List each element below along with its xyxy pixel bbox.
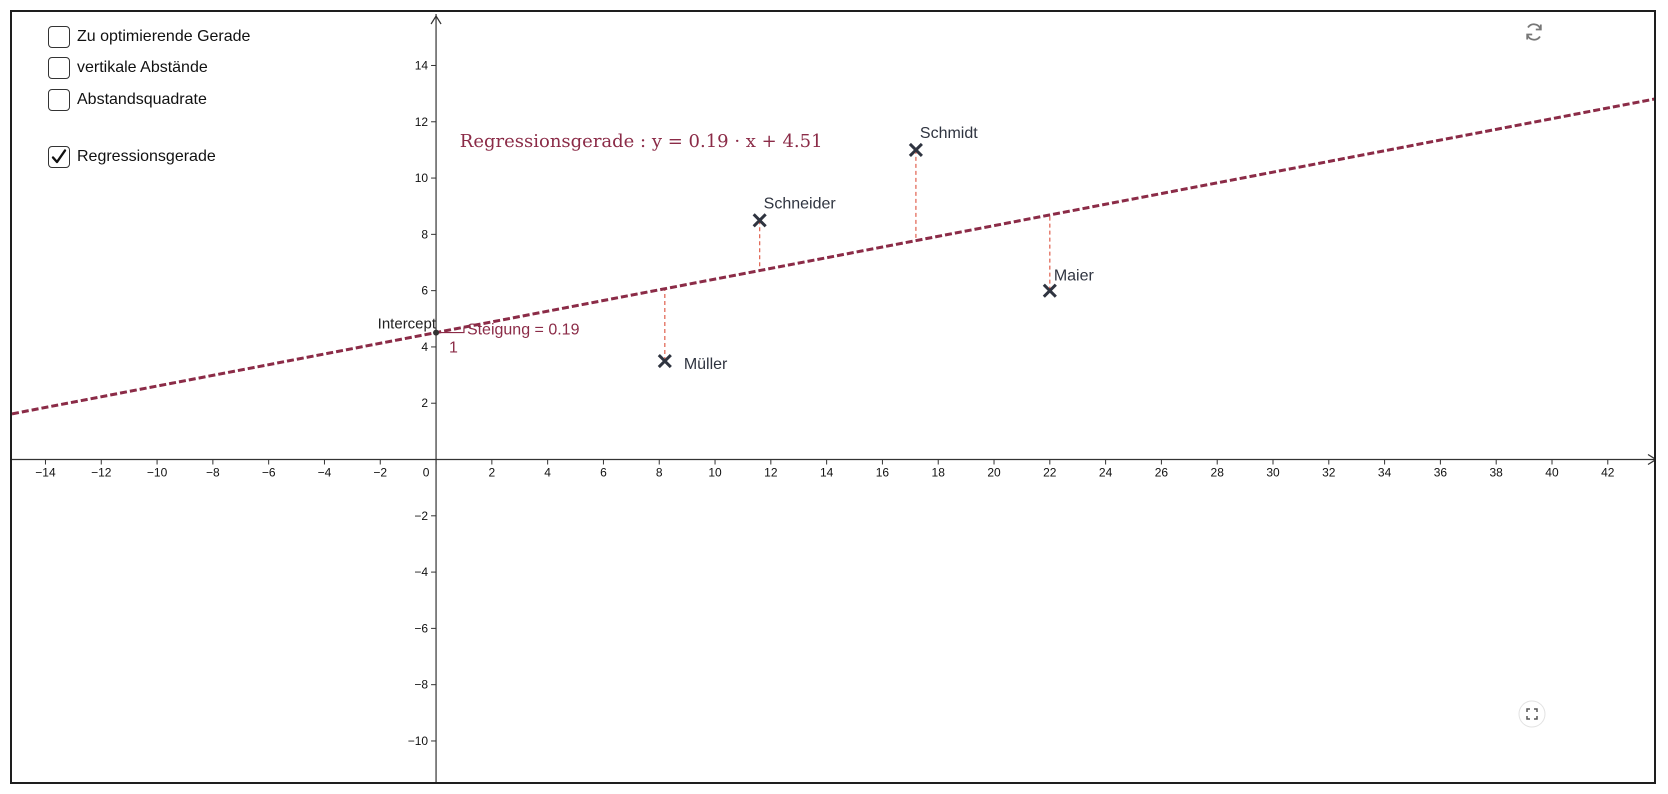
x-axis-arrow <box>1647 454 1654 466</box>
x-tick-label: 0 <box>423 466 430 480</box>
x-tick-label: −12 <box>91 466 112 480</box>
checkbox-label: Abstandsquadrate <box>77 91 207 108</box>
y-tick-label: 10 <box>415 171 429 185</box>
x-tick-label: 26 <box>1155 466 1169 480</box>
x-tick-label: 28 <box>1211 466 1225 480</box>
checkmark-icon <box>51 149 67 164</box>
x-tick-label: 42 <box>1601 466 1615 480</box>
x-tick-label: 4 <box>544 466 551 480</box>
y-tick-label: 6 <box>421 284 428 298</box>
intercept-point <box>433 329 440 336</box>
x-tick-label: −10 <box>147 466 168 480</box>
checkbox-row-zu-optimierende-gerade[interactable]: Zu optimierende Gerade <box>48 24 250 50</box>
x-tick-label: 12 <box>764 466 778 480</box>
x-tick-label: −6 <box>262 466 276 480</box>
checkbox-regressionsgerade[interactable] <box>48 146 70 168</box>
x-tick-label: −14 <box>35 466 56 480</box>
y-tick-label: 4 <box>421 340 428 354</box>
x-tick-label: 18 <box>932 466 946 480</box>
checkbox-abstandsquadrate[interactable] <box>48 89 70 111</box>
data-point <box>657 353 672 369</box>
intercept-label: Intercept <box>378 316 437 333</box>
checkbox-label: vertikale Abstände <box>77 59 208 76</box>
x-tick-label: 20 <box>987 466 1001 480</box>
x-tick-label: 10 <box>708 466 722 480</box>
checkbox-zu-optimierende-gerade[interactable] <box>48 26 70 48</box>
x-tick-label: 32 <box>1322 466 1336 480</box>
refresh-icon[interactable] <box>1522 20 1546 49</box>
checkbox-label: Zu optimierende Gerade <box>77 28 251 45</box>
slope-label: Steigung = 0.19 <box>467 322 580 339</box>
checkbox-vertikale-abstaende[interactable] <box>48 57 70 79</box>
x-tick-label: 40 <box>1545 466 1559 480</box>
x-tick-label: 14 <box>820 466 834 480</box>
y-tick-label: 2 <box>421 396 428 410</box>
regression-line <box>12 97 1654 416</box>
data-point <box>752 213 767 228</box>
y-tick-label: −4 <box>414 565 428 579</box>
graphing-view[interactable]: −14 −12 −10 −8 −6 −4 −2 0 2 4 6 8 10 12 14 16 18 20 22 24 26… <box>10 10 1656 784</box>
point-label: Maier <box>1054 268 1095 285</box>
y-tick-label: 14 <box>415 58 429 72</box>
checkbox-row-abstandsquadrate[interactable]: Abstandsquadrate <box>48 87 207 113</box>
x-tick-label: −2 <box>373 466 387 480</box>
x-tick-label: 6 <box>600 466 607 480</box>
checkbox-label: Regressionsgerade <box>77 148 216 165</box>
data-point <box>1042 283 1057 298</box>
y-tick-label: 8 <box>421 227 428 241</box>
x-tick-label: −8 <box>206 466 220 480</box>
y-tick-label: 12 <box>415 115 429 129</box>
regression-equation-label: Regressionsgerade : y = 0.19 · x + 4.51 <box>460 131 823 152</box>
fullscreen-icon[interactable] <box>1518 700 1546 733</box>
x-tick-label: 8 <box>656 466 663 480</box>
point-label: Müller <box>684 356 728 373</box>
slope-triangle <box>436 327 465 334</box>
y-tick-label: −6 <box>414 621 428 635</box>
y-tick-label: −8 <box>414 678 428 692</box>
x-tick-label: 2 <box>489 466 496 480</box>
checkbox-row-regressionsgerade[interactable]: Regressionsgerade <box>48 144 216 170</box>
x-tick-label: 22 <box>1043 466 1057 480</box>
checkbox-row-vertikale-abstaende[interactable]: vertikale Abstände <box>48 55 208 81</box>
x-tick-label: −4 <box>318 466 332 480</box>
y-tick-label: −2 <box>414 509 428 523</box>
x-tick-label: 24 <box>1099 466 1113 480</box>
slope-run-label: 1 <box>449 340 458 357</box>
point-label: Schmidt <box>920 125 978 142</box>
x-tick-label: 36 <box>1434 466 1448 480</box>
data-point <box>908 142 923 157</box>
x-tick-label: 30 <box>1266 466 1280 480</box>
x-tick-label: 16 <box>876 466 890 480</box>
x-tick-label: 34 <box>1378 466 1392 480</box>
y-tick-label: −10 <box>408 734 429 748</box>
x-tick-label: 38 <box>1490 466 1504 480</box>
y-axis-arrow <box>430 14 442 25</box>
plot-canvas[interactable]: −14 −12 −10 −8 −6 −4 −2 0 2 4 6 8 10 12 14 16 18 20 22 24 26… <box>10 10 1656 784</box>
point-label: Schneider <box>764 195 837 212</box>
